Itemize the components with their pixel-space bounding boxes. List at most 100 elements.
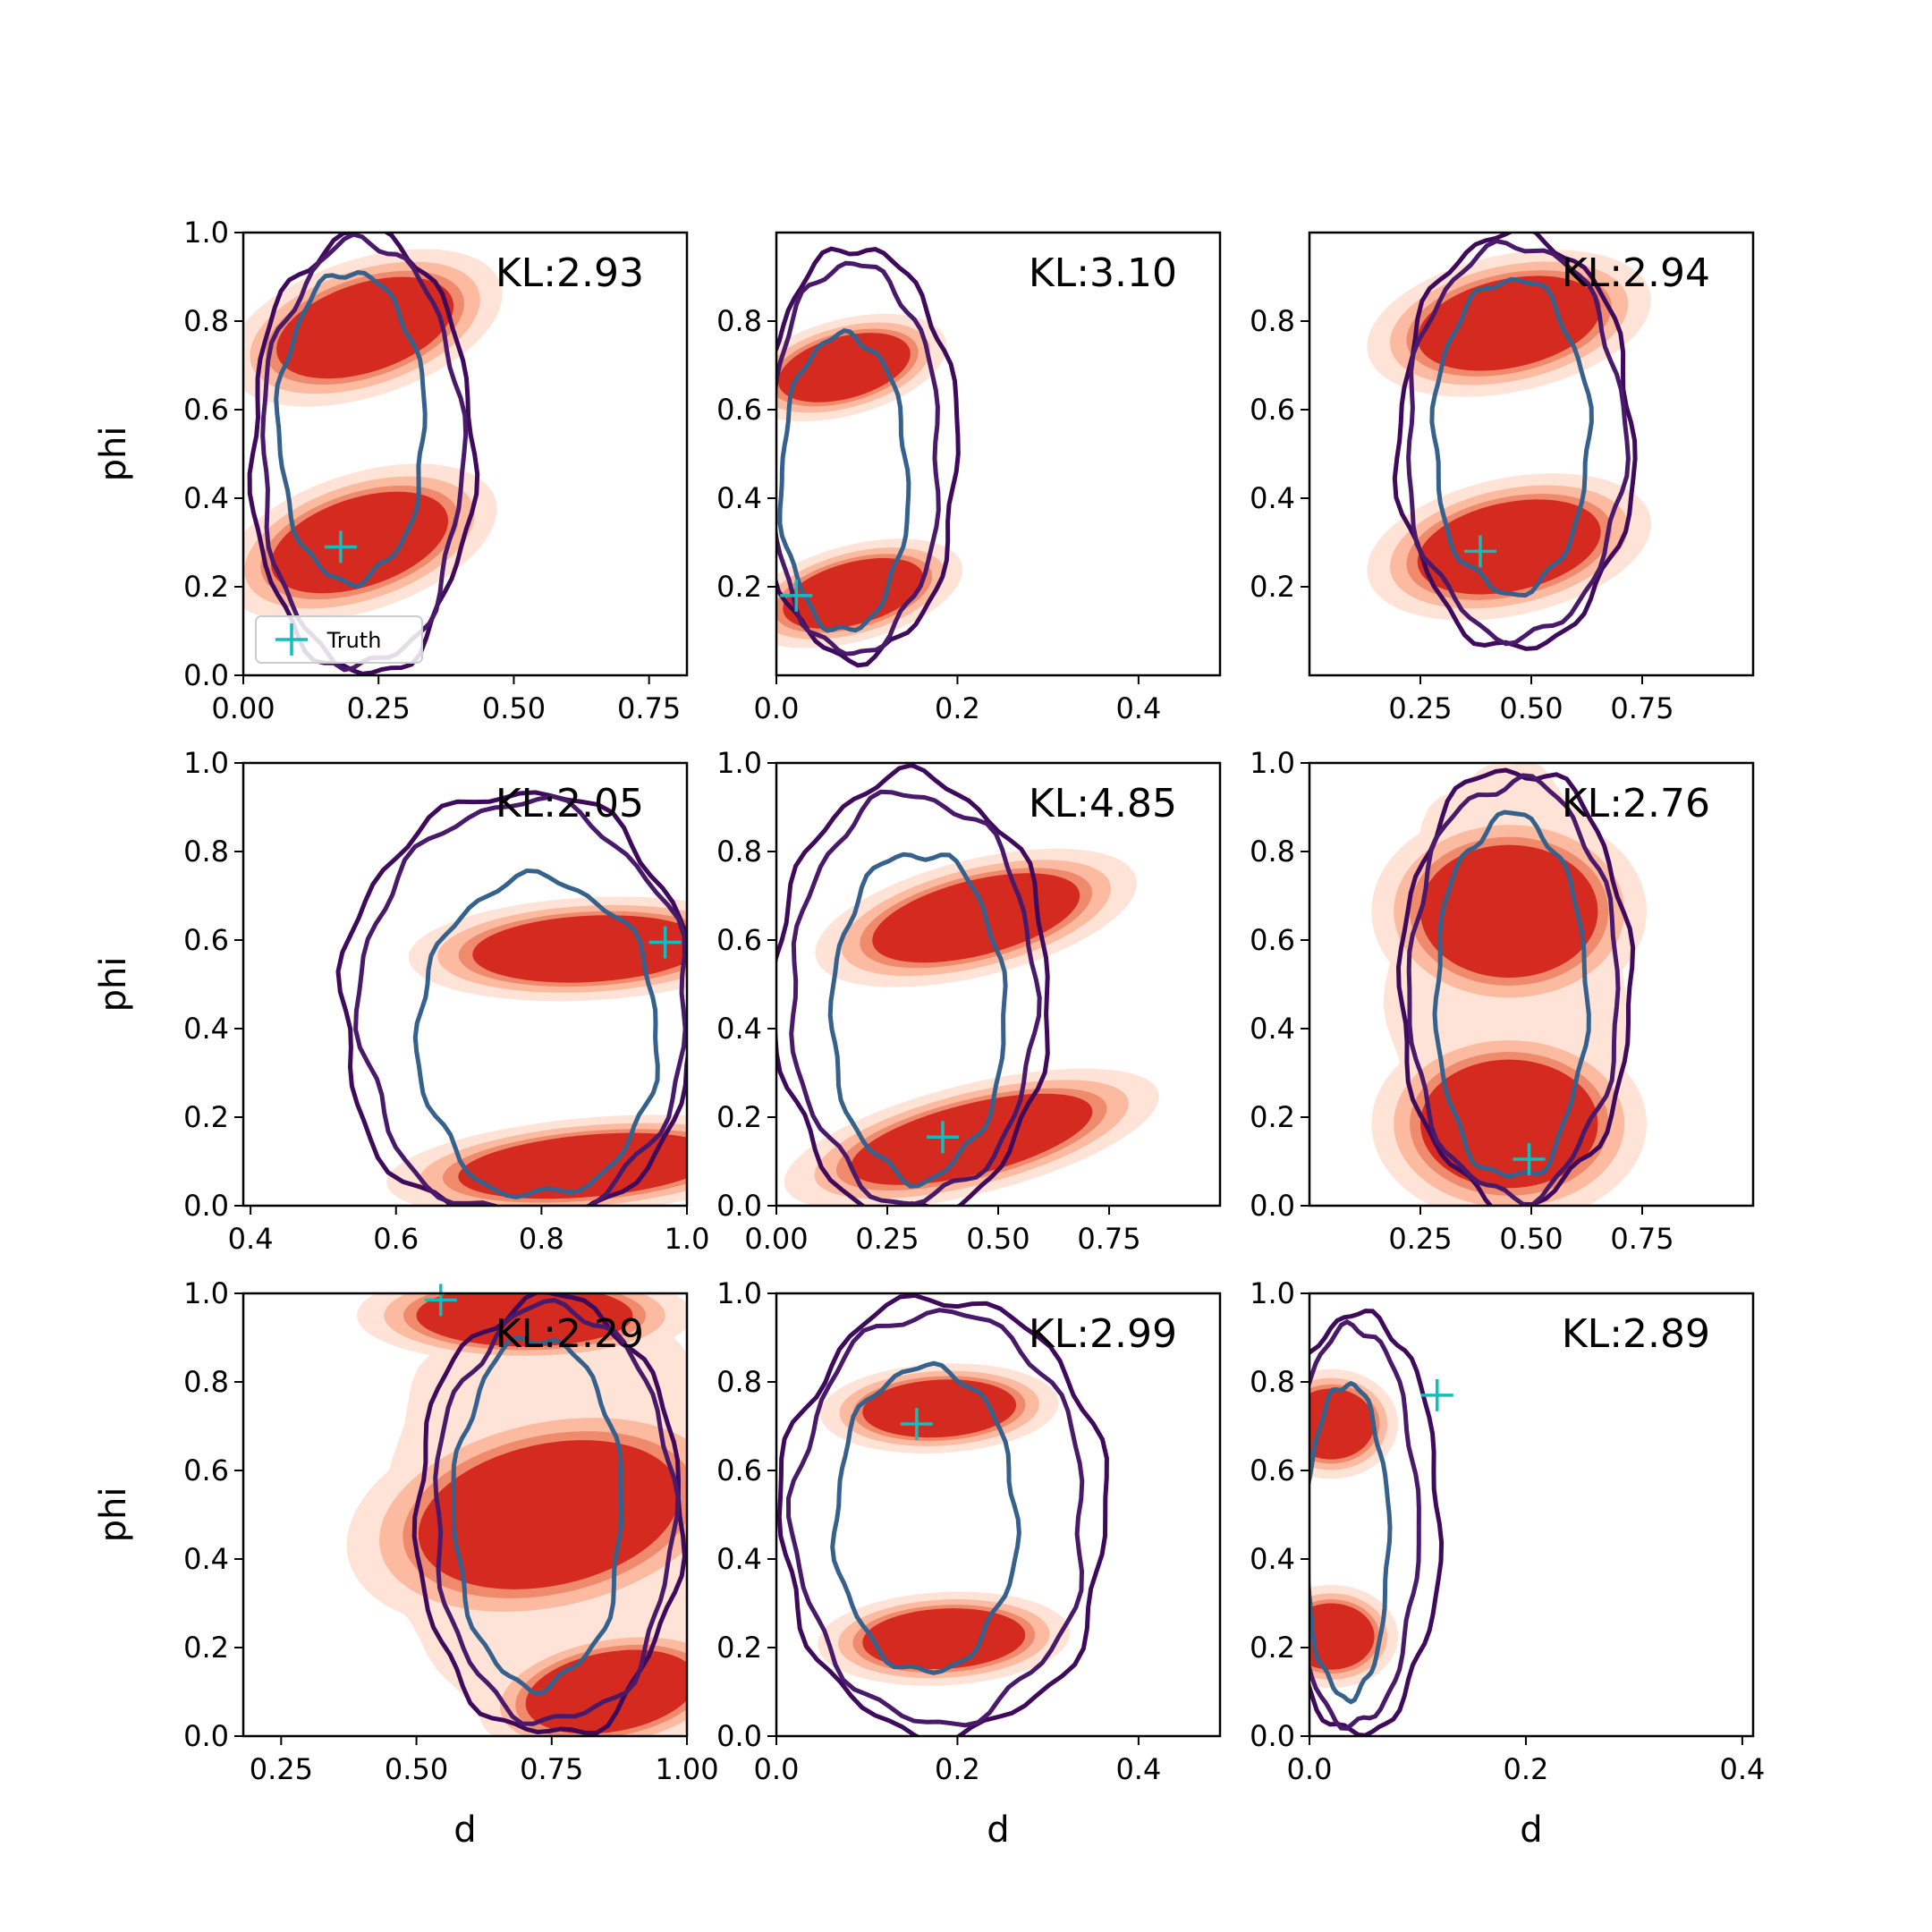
- y-tick-label: 0.6: [716, 1453, 762, 1487]
- truth-marker: [780, 579, 813, 612]
- x-tick-label: 0.2: [1504, 1752, 1549, 1786]
- truth-marker: [1463, 535, 1496, 568]
- y-tick-label: 0.2: [1250, 570, 1295, 604]
- y-tick-label: 0.6: [1250, 923, 1295, 957]
- x-tick-label: 0.50: [385, 1752, 448, 1786]
- y-tick-label: 0.4: [716, 481, 762, 515]
- x-tick-label: 0.0: [754, 691, 800, 725]
- y-tick-label: 0.4: [716, 1542, 762, 1576]
- axes-frame: [775, 231, 1222, 677]
- panel-3: 0.25 0.50 0.75 0.2 0.4 0.6 0.8 KL:2.94: [1250, 231, 1755, 725]
- truth-marker: [648, 926, 682, 959]
- truth-marker: [1513, 1143, 1546, 1176]
- y-tick-label: 0.0: [716, 1189, 762, 1223]
- panel-5: 0.00 0.25 0.50 0.75 0.0 0.2 0.4 0.6 0.8 1.0 KL:4.8…: [716, 746, 1222, 1256]
- plot-area: [335, 790, 687, 1206]
- y-tick-label: 0.6: [716, 393, 762, 427]
- x-tick-label: 0.50: [1499, 691, 1563, 725]
- y-tick-label: 1.0: [183, 746, 229, 780]
- truth-marker: [1420, 1378, 1453, 1411]
- x-tick-label: 0.4: [1719, 1752, 1765, 1786]
- density-fill-2-level-4: [271, 491, 449, 594]
- contour-mid: [776, 260, 941, 657]
- y-tick-label: 0.2: [1250, 1631, 1295, 1665]
- contour-mid: [1406, 238, 1631, 647]
- contour-inner: [827, 852, 1008, 1189]
- y-tick-label: 0.8: [1250, 304, 1295, 338]
- y-tick-label: 0.8: [183, 1365, 229, 1399]
- y-tick-label: 0.2: [716, 1631, 762, 1665]
- density-fill-2-level-4: [1417, 499, 1601, 595]
- x-tick-label: 0.0: [1287, 1752, 1333, 1786]
- contour-inner: [1309, 1380, 1393, 1705]
- plot-area: [1371, 763, 1647, 1206]
- panel-4: 0.4 0.6 0.8 1.0 0.0 0.2 0.4 0.6 0.8 1.0 KL:2.05 phi: [93, 746, 710, 1256]
- x-tick-label: 0.4: [1115, 691, 1161, 725]
- density-fill-1-level-4: [778, 333, 911, 402]
- legend: Truth: [255, 615, 423, 664]
- contour-mid: [785, 1308, 1085, 1728]
- contour-inner: [1432, 809, 1591, 1179]
- contour-mid: [789, 789, 1042, 1206]
- y-tick-label: 1.0: [183, 1276, 229, 1310]
- x-tick-label: 0.00: [744, 1222, 808, 1256]
- y-tick-label: 0.8: [1250, 1365, 1295, 1399]
- y-tick-label: 0.2: [183, 1631, 229, 1665]
- kl-annotation: KL:2.93: [496, 250, 644, 296]
- truth-marker: [900, 1408, 933, 1441]
- x-axis-label: d: [1520, 1809, 1542, 1851]
- contour-outer: [776, 1293, 1109, 1736]
- density-fill-1-level-4: [416, 1293, 633, 1347]
- panel-7: 0.25 0.50 0.75 1.00 0.0 0.2 0.4 0.6 0.8 1.0 KL:2.2…: [93, 1276, 719, 1851]
- y-tick-label: 0.4: [183, 1012, 229, 1046]
- y-tick-label: 0.4: [1250, 1012, 1295, 1046]
- contour-outer: [776, 246, 961, 668]
- kl-annotation: KL:2.05: [496, 781, 644, 826]
- y-axis-label: phi: [93, 427, 134, 482]
- kl-annotation: KL:4.85: [1029, 781, 1177, 826]
- y-tick-label: 0.8: [1250, 835, 1295, 869]
- density-fill-2-level-4: [1309, 1603, 1375, 1670]
- y-tick-label: 0.2: [183, 1100, 229, 1134]
- y-tick-label: 0.4: [183, 1542, 229, 1576]
- y-tick-label: 0.2: [1250, 1100, 1295, 1134]
- panel-6: 0.25 0.50 0.75 0.0 0.2 0.4 0.6 0.8 1.0 KL:2.76: [1250, 746, 1755, 1256]
- x-tick-label: 0.25: [1388, 1222, 1452, 1256]
- x-tick-label: 0.4: [228, 1222, 274, 1256]
- y-tick-label: 1.0: [716, 1276, 762, 1310]
- y-tick-label: 0.6: [183, 923, 229, 957]
- panel-1: 0.00 0.25 0.50 0.75 0.0 0.2 0.4 0.6 0.8 1.0 KL:2.9…: [93, 216, 689, 725]
- contour-inner: [830, 1360, 1021, 1675]
- x-tick-label: 1.00: [655, 1752, 718, 1786]
- y-tick-label: 0.6: [183, 393, 229, 427]
- contour-inner: [274, 270, 428, 589]
- x-tick-label: 1.0: [665, 1222, 710, 1256]
- y-tick-label: 0.4: [183, 481, 229, 515]
- x-tick-label: 0.25: [855, 1222, 919, 1256]
- axes-frame: [242, 1292, 689, 1738]
- x-tick-label: 0.75: [1610, 691, 1674, 725]
- contour-inner: [412, 868, 660, 1199]
- x-tick-label: 0.25: [1388, 691, 1452, 725]
- truth-marker: [927, 1121, 959, 1154]
- x-tick-label: 0.8: [519, 1222, 564, 1256]
- contour-mid: [353, 793, 687, 1206]
- kl-annotation: KL:2.29: [496, 1311, 644, 1357]
- contour-outer: [1395, 767, 1636, 1206]
- panel-8: 0.0 0.2 0.4 0.0 0.2 0.4 0.6 0.8 1.0 KL:2.99 d: [716, 1276, 1222, 1851]
- contour-outer: [1309, 1309, 1445, 1736]
- y-tick-label: 0.8: [716, 835, 762, 869]
- x-tick-label: 0.2: [935, 691, 980, 725]
- axes-frame: [242, 231, 689, 677]
- y-tick-label: 0.2: [716, 1100, 762, 1134]
- y-tick-label: 0.4: [1250, 481, 1295, 515]
- y-tick-label: 0.2: [183, 570, 229, 604]
- truth-marker: [424, 1284, 457, 1317]
- y-tick-label: 1.0: [183, 216, 229, 250]
- y-tick-label: 0.0: [183, 1719, 229, 1753]
- x-tick-label: 0.6: [373, 1222, 419, 1256]
- kl-annotation: KL:2.99: [1029, 1311, 1177, 1357]
- axes-frame: [242, 761, 689, 1208]
- plot-area: [243, 233, 503, 675]
- axes-frame: [775, 1292, 1222, 1738]
